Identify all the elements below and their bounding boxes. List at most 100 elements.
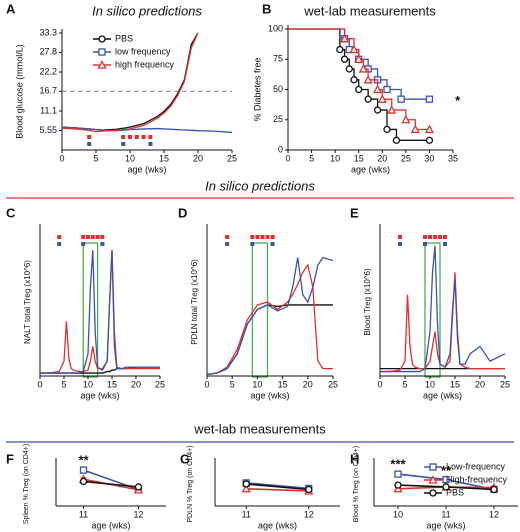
dose-marker [148, 135, 153, 139]
dose-marker [100, 235, 105, 239]
dose-marker [100, 242, 105, 246]
dose-marker [265, 235, 270, 239]
x-tick-label: 25 [328, 379, 338, 389]
x-tick-label: 10 [125, 153, 135, 163]
panel-letter: B [262, 1, 271, 16]
x-axis-label: age (wks) [250, 390, 289, 400]
x-tick-label: 5 [93, 153, 98, 163]
y-axis-label: % Diabetes free [252, 57, 262, 121]
event-marker [387, 105, 397, 114]
x-tick-label: 10 [330, 153, 340, 163]
x-tick-label: 5 [309, 153, 314, 163]
panel-letter: E [350, 205, 359, 220]
event-marker [354, 54, 364, 63]
x-axis-label: age (wks) [258, 520, 297, 530]
x-tick-label: 0 [37, 379, 42, 389]
event-marker [401, 114, 411, 124]
event-marker [425, 136, 434, 144]
x-tick-label: 10 [252, 379, 262, 389]
event-marker [425, 95, 434, 103]
dose-marker [86, 235, 90, 239]
panel-title: wet-lab measurements [303, 3, 436, 18]
legend-label: PBS [115, 33, 133, 43]
dose-marker [225, 235, 230, 239]
x-tick-label: 12 [304, 509, 314, 519]
event-marker [340, 55, 349, 63]
x-tick-label: 11 [242, 509, 251, 519]
data-point [490, 485, 498, 494]
event-marker [345, 65, 353, 73]
panel-title: In silico predictions [92, 3, 202, 18]
dose-marker [270, 235, 275, 239]
x-tick-label: 0 [377, 379, 382, 389]
x-tick-label: 5 [402, 379, 407, 389]
y-tick-label: 11.1 [40, 105, 57, 115]
dose-marker [423, 235, 427, 239]
event-marker [358, 64, 369, 73]
y-axis-label: Blood % Treg (on CD4+) [353, 446, 360, 522]
y-axis-label: Blood glucose (mmol/L) [14, 44, 24, 139]
legend-label: High-frequency [446, 474, 508, 484]
dose-marker [134, 135, 139, 139]
dose-marker [81, 235, 86, 239]
x-tick-label: 20 [377, 153, 387, 163]
event-marker [424, 124, 435, 134]
panel-letter: D [178, 205, 187, 220]
x-tick-label: 25 [500, 379, 510, 389]
event-marker [410, 124, 420, 134]
dose-marker [87, 142, 92, 146]
x-tick-label: 25 [227, 153, 237, 163]
event-marker [349, 44, 359, 54]
dose-marker [81, 242, 86, 246]
series-line [246, 483, 309, 491]
x-tick-label: 20 [303, 379, 313, 389]
dose-marker [57, 235, 62, 239]
y-tick-label: 16.7 [39, 86, 57, 96]
event-marker [364, 95, 372, 103]
series-line [61, 32, 199, 133]
event-marker [377, 94, 387, 103]
x-tick-label: 20 [131, 379, 141, 389]
y-axis-label: PDLN % Treg (on CD4+) [187, 445, 194, 522]
dose-marker [250, 235, 255, 239]
panel-letter: C [6, 205, 16, 220]
section-title: In silico predictions [205, 178, 315, 193]
data-point [242, 480, 250, 488]
series-line [206, 256, 334, 376]
event-marker [372, 84, 383, 94]
annotation: *** [390, 457, 406, 472]
x-tick-label: 0 [204, 379, 209, 389]
y-tick-label: 0 [278, 144, 283, 154]
event-marker [392, 136, 401, 144]
event-marker [350, 76, 358, 84]
section-title: wet-lab measurements [193, 421, 326, 436]
dose-marker [443, 242, 447, 246]
y-axis-label: Spleen % Treg (on CD4+) [23, 444, 30, 524]
x-axis-label: age (wks) [426, 520, 465, 530]
series-line [380, 245, 506, 373]
x-tick-label: 25 [155, 379, 165, 389]
annotation: ** [78, 452, 89, 467]
data-point [442, 483, 450, 491]
dose-marker [128, 135, 132, 139]
x-tick-label: 15 [159, 153, 169, 163]
legend-marker [429, 489, 437, 497]
x-axis-label: age (wks) [423, 390, 462, 400]
y-tick-label: 75 [273, 54, 283, 64]
y-axis-label: NALT total Treg (x10^6) [23, 260, 32, 344]
series-line [61, 126, 233, 134]
legend-marker [429, 463, 437, 471]
dose-marker [433, 235, 437, 239]
x-axis-label: age (wks) [351, 164, 390, 174]
dose-marker [95, 235, 100, 239]
x-axis-label: age (wks) [91, 520, 130, 530]
x-tick-label: 10 [83, 379, 93, 389]
dose-marker [141, 135, 146, 139]
y-tick-label: 25 [273, 114, 283, 124]
highlight-box [82, 242, 99, 378]
legend-label: high frequency [115, 59, 175, 69]
highlight-box [251, 242, 269, 378]
event-marker [397, 95, 405, 103]
panel-letter: F [6, 451, 14, 466]
